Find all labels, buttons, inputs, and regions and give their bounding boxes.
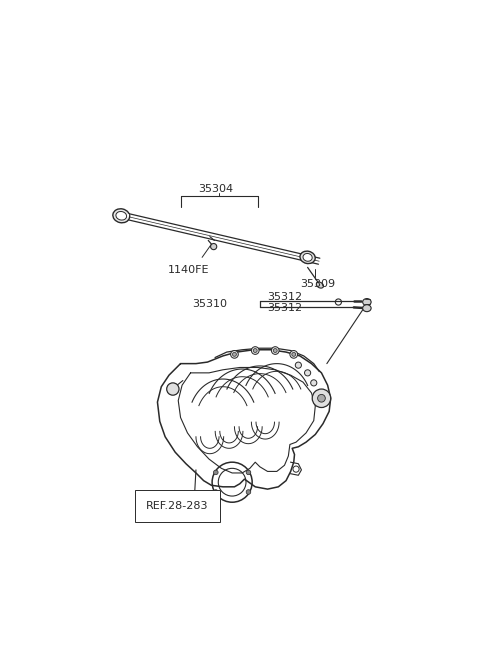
Ellipse shape [303,253,312,261]
Ellipse shape [363,298,371,306]
Text: REF.28-283: REF.28-283 [146,501,208,511]
Circle shape [214,489,218,495]
Ellipse shape [113,209,130,223]
Circle shape [211,243,217,250]
Text: 35310: 35310 [192,298,227,308]
Circle shape [253,348,257,352]
Circle shape [246,489,251,495]
Circle shape [304,370,311,376]
Ellipse shape [316,282,324,288]
Circle shape [318,394,325,402]
Ellipse shape [116,211,127,220]
Text: 1140FE: 1140FE [168,264,209,275]
Ellipse shape [363,305,371,312]
Ellipse shape [300,251,315,264]
Circle shape [230,350,238,358]
Circle shape [290,350,298,358]
Circle shape [312,389,331,407]
Text: 35309: 35309 [300,279,335,289]
Circle shape [273,348,277,352]
Circle shape [167,383,179,395]
Circle shape [311,380,317,386]
Circle shape [232,352,236,356]
Circle shape [295,362,301,368]
Circle shape [214,470,218,475]
Circle shape [252,346,259,354]
Text: 35304: 35304 [198,184,233,194]
Text: 35312: 35312 [267,303,303,313]
Circle shape [292,352,296,356]
Text: 35312: 35312 [267,293,303,302]
Circle shape [246,470,251,475]
Circle shape [271,346,279,354]
